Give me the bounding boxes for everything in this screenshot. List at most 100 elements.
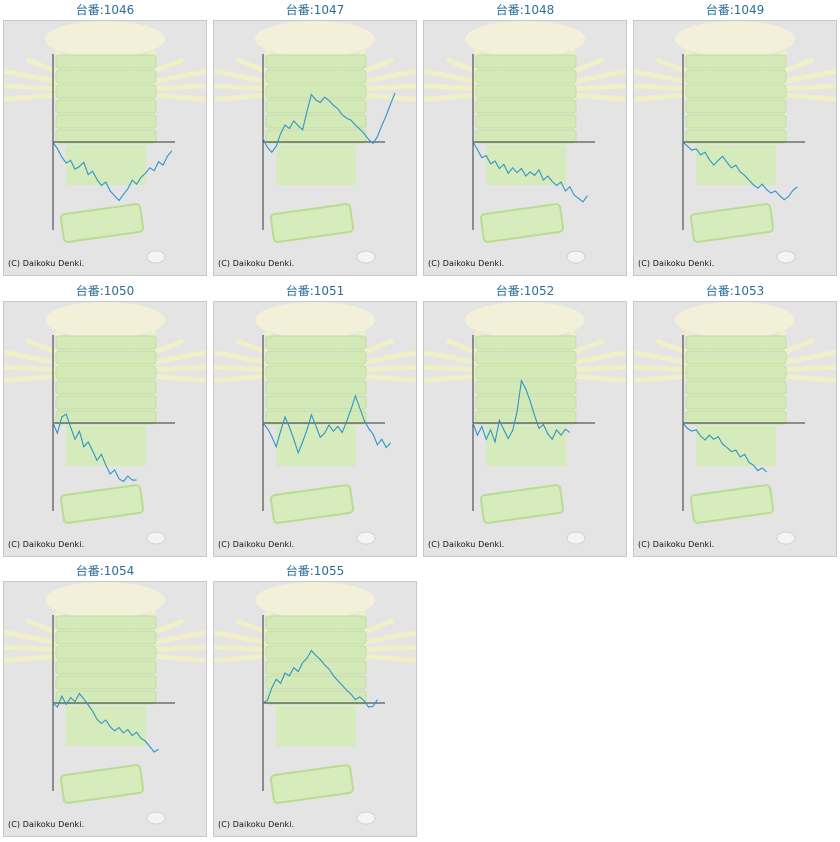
machine-illustration (4, 302, 206, 545)
tier-shape (685, 410, 787, 425)
copyright-text: (C) Daikoku Denki. (8, 540, 85, 549)
tier-shape (265, 84, 367, 99)
tier-shape (265, 660, 367, 675)
chart-svg (4, 582, 206, 825)
body-shape (66, 145, 146, 185)
tier-shape (685, 69, 787, 84)
crown-shape (45, 302, 165, 338)
tier-shape (55, 675, 157, 690)
chart-card: 台番:1047 (C) Daikoku Denki. (213, 0, 417, 281)
chart-card: 台番:1053 (C) Daikoku Denki. (633, 281, 837, 562)
coin-icon (776, 531, 796, 545)
copyright-text: (C) Daikoku Denki. (218, 540, 295, 549)
coin-icon (146, 811, 166, 825)
chart-frame: (C) Daikoku Denki. (423, 20, 627, 276)
tier-shape (475, 410, 577, 425)
chart-card: 台番:1048 (C) Daikoku Denki. (423, 0, 627, 281)
coin-icon (356, 531, 376, 545)
series-line (262, 394, 392, 455)
copyright-text: (C) Daikoku Denki. (638, 259, 715, 268)
machine-illustration (424, 21, 626, 264)
tier-shape (265, 410, 367, 425)
tier-shape (55, 380, 157, 395)
chart-title-link[interactable]: 台番:1052 (495, 284, 555, 298)
copyright-text: (C) Daikoku Denki. (638, 540, 715, 549)
tray-shape (59, 764, 145, 804)
machine-illustration (634, 302, 836, 545)
tier-shape (685, 350, 787, 365)
tier-shape (55, 129, 157, 144)
tier-shape (265, 645, 367, 660)
copyright-text: (C) Daikoku Denki. (218, 820, 295, 829)
chart-title-link[interactable]: 台番:1053 (705, 284, 765, 298)
tier-shape (265, 114, 367, 129)
tier-shape (55, 630, 157, 645)
tier-shape (55, 54, 157, 69)
tier-shape (265, 335, 367, 350)
coin-icon (566, 531, 586, 545)
chart-title-link[interactable]: 台番:1048 (495, 3, 555, 17)
tier-shape (55, 690, 157, 705)
tier-shape (265, 675, 367, 690)
coin-icon (146, 531, 166, 545)
tier-shape (55, 660, 157, 675)
tier-shape (55, 99, 157, 114)
tier-shape (265, 69, 367, 84)
chart-title-link[interactable]: 台番:1047 (285, 3, 345, 17)
copyright-text: (C) Daikoku Denki. (428, 259, 505, 268)
tier-shape (55, 410, 157, 425)
copyright-text: (C) Daikoku Denki. (218, 259, 295, 268)
tier-shape (475, 54, 577, 69)
tray-shape (479, 203, 565, 243)
machine-illustration (424, 302, 626, 545)
tray-shape (59, 484, 145, 524)
chart-title-link[interactable]: 台番:1054 (75, 564, 135, 578)
series-line (682, 141, 798, 201)
tray-shape (479, 484, 565, 524)
chart-frame: (C) Daikoku Denki. (633, 20, 837, 276)
tier-shape (685, 99, 787, 114)
chart-frame: (C) Daikoku Denki. (3, 20, 207, 276)
chart-card: 台番:1049 (C) Daikoku Denki. (633, 0, 837, 281)
series-line (262, 649, 378, 708)
tier-shape (265, 690, 367, 705)
chart-frame: (C) Daikoku Denki. (213, 20, 417, 276)
tier-shape (265, 630, 367, 645)
machine-illustration (4, 582, 206, 825)
crown-shape (465, 302, 585, 338)
tier-shape (475, 84, 577, 99)
tier-shape (265, 365, 367, 380)
tier-shape (55, 645, 157, 660)
chart-title-link[interactable]: 台番:1049 (705, 3, 765, 17)
copyright-text: (C) Daikoku Denki. (8, 259, 85, 268)
tier-shape (55, 335, 157, 350)
chart-svg (214, 21, 416, 264)
chart-card: 台番:1050 (C) Daikoku Denki. (3, 281, 207, 562)
tier-shape (475, 129, 577, 144)
chart-svg (4, 302, 206, 545)
crown-shape (465, 21, 585, 57)
chart-title-link[interactable]: 台番:1051 (285, 284, 345, 298)
tier-shape (55, 84, 157, 99)
body-shape (66, 706, 146, 746)
tier-shape (475, 395, 577, 410)
tray-shape (689, 484, 775, 524)
tier-shape (55, 350, 157, 365)
crown-shape (255, 302, 375, 338)
chart-svg (214, 302, 416, 545)
chart-title-link[interactable]: 台番:1050 (75, 284, 135, 298)
chart-card: 台番:1054 (C) Daikoku Denki. (3, 561, 207, 842)
tray-shape (59, 203, 145, 243)
tier-shape (55, 114, 157, 129)
chart-card: 台番:1052 (C) Daikoku Denki. (423, 281, 627, 562)
copyright-text: (C) Daikoku Denki. (428, 540, 505, 549)
chart-title-link[interactable]: 台番:1055 (285, 564, 345, 578)
coin-icon (356, 250, 376, 264)
chart-frame: (C) Daikoku Denki. (213, 581, 417, 837)
chart-title-link[interactable]: 台番:1046 (75, 3, 135, 17)
chart-frame: (C) Daikoku Denki. (3, 581, 207, 837)
crown-shape (675, 302, 795, 338)
body-shape (696, 426, 776, 466)
series-line (262, 92, 396, 154)
chart-svg (424, 21, 626, 264)
